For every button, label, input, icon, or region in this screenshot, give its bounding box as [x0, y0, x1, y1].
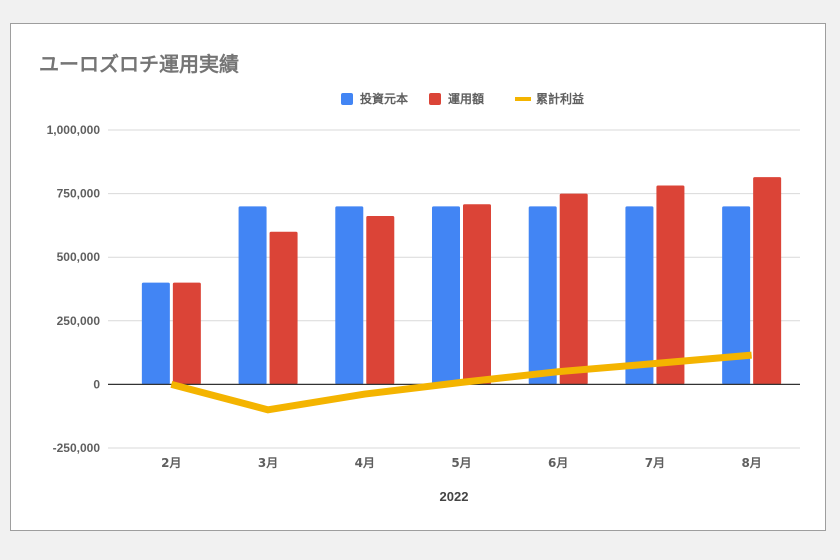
bars: [141, 177, 782, 385]
bar-balance: [656, 185, 685, 385]
y-axis-ticks: 1,000,000 750,000 500,000 250,000 0 -250,000: [47, 123, 101, 455]
bar-principal: [141, 282, 170, 385]
y-tick-label: -250,000: [53, 441, 101, 455]
y-tick-label: 500,000: [57, 250, 101, 264]
bar-balance: [269, 231, 298, 385]
x-tick-label: 6月: [548, 456, 568, 470]
legend: 投資元本 運用額 累計利益: [341, 91, 584, 106]
bar-balance: [366, 215, 395, 385]
x-tick-label: 2月: [161, 456, 181, 470]
legend-label: 累計利益: [536, 91, 584, 106]
bar-balance: [753, 177, 782, 385]
legend-label: 投資元本: [360, 91, 408, 106]
chart-card: ユーロズロチ運用実績: [10, 23, 826, 531]
bar-balance: [559, 193, 588, 385]
profit-line-group: [170, 351, 752, 414]
bar-principal: [335, 206, 364, 385]
x-tick-label: 8月: [741, 456, 761, 470]
y-tick-label: 1,000,000: [47, 123, 101, 137]
y-tick-label: 0: [93, 377, 100, 391]
bar-principal: [722, 206, 751, 385]
legend-swatch: [341, 93, 353, 105]
chart-title: ユーロズロチ運用実績: [39, 52, 239, 76]
x-axis-title: 2022: [440, 489, 469, 504]
bar-principal: [625, 206, 654, 385]
bar-principal: [238, 206, 267, 385]
legend-swatch: [429, 93, 441, 105]
y-tick-label: 750,000: [57, 187, 101, 201]
x-tick-label: 7月: [645, 456, 665, 470]
x-axis-ticks: 2月 3月 4月 5月 6月 7月 8月: [161, 456, 762, 470]
bar-principal: [432, 206, 460, 385]
x-tick-label: 4月: [355, 456, 375, 470]
x-tick-label: 3月: [258, 456, 278, 470]
bar-balance: [463, 204, 491, 385]
bar-balance: [172, 282, 201, 385]
y-tick-label: 250,000: [57, 314, 101, 328]
x-tick-label: 5月: [451, 456, 471, 470]
legend-label: 運用額: [448, 91, 484, 106]
bar-principal: [528, 206, 557, 385]
